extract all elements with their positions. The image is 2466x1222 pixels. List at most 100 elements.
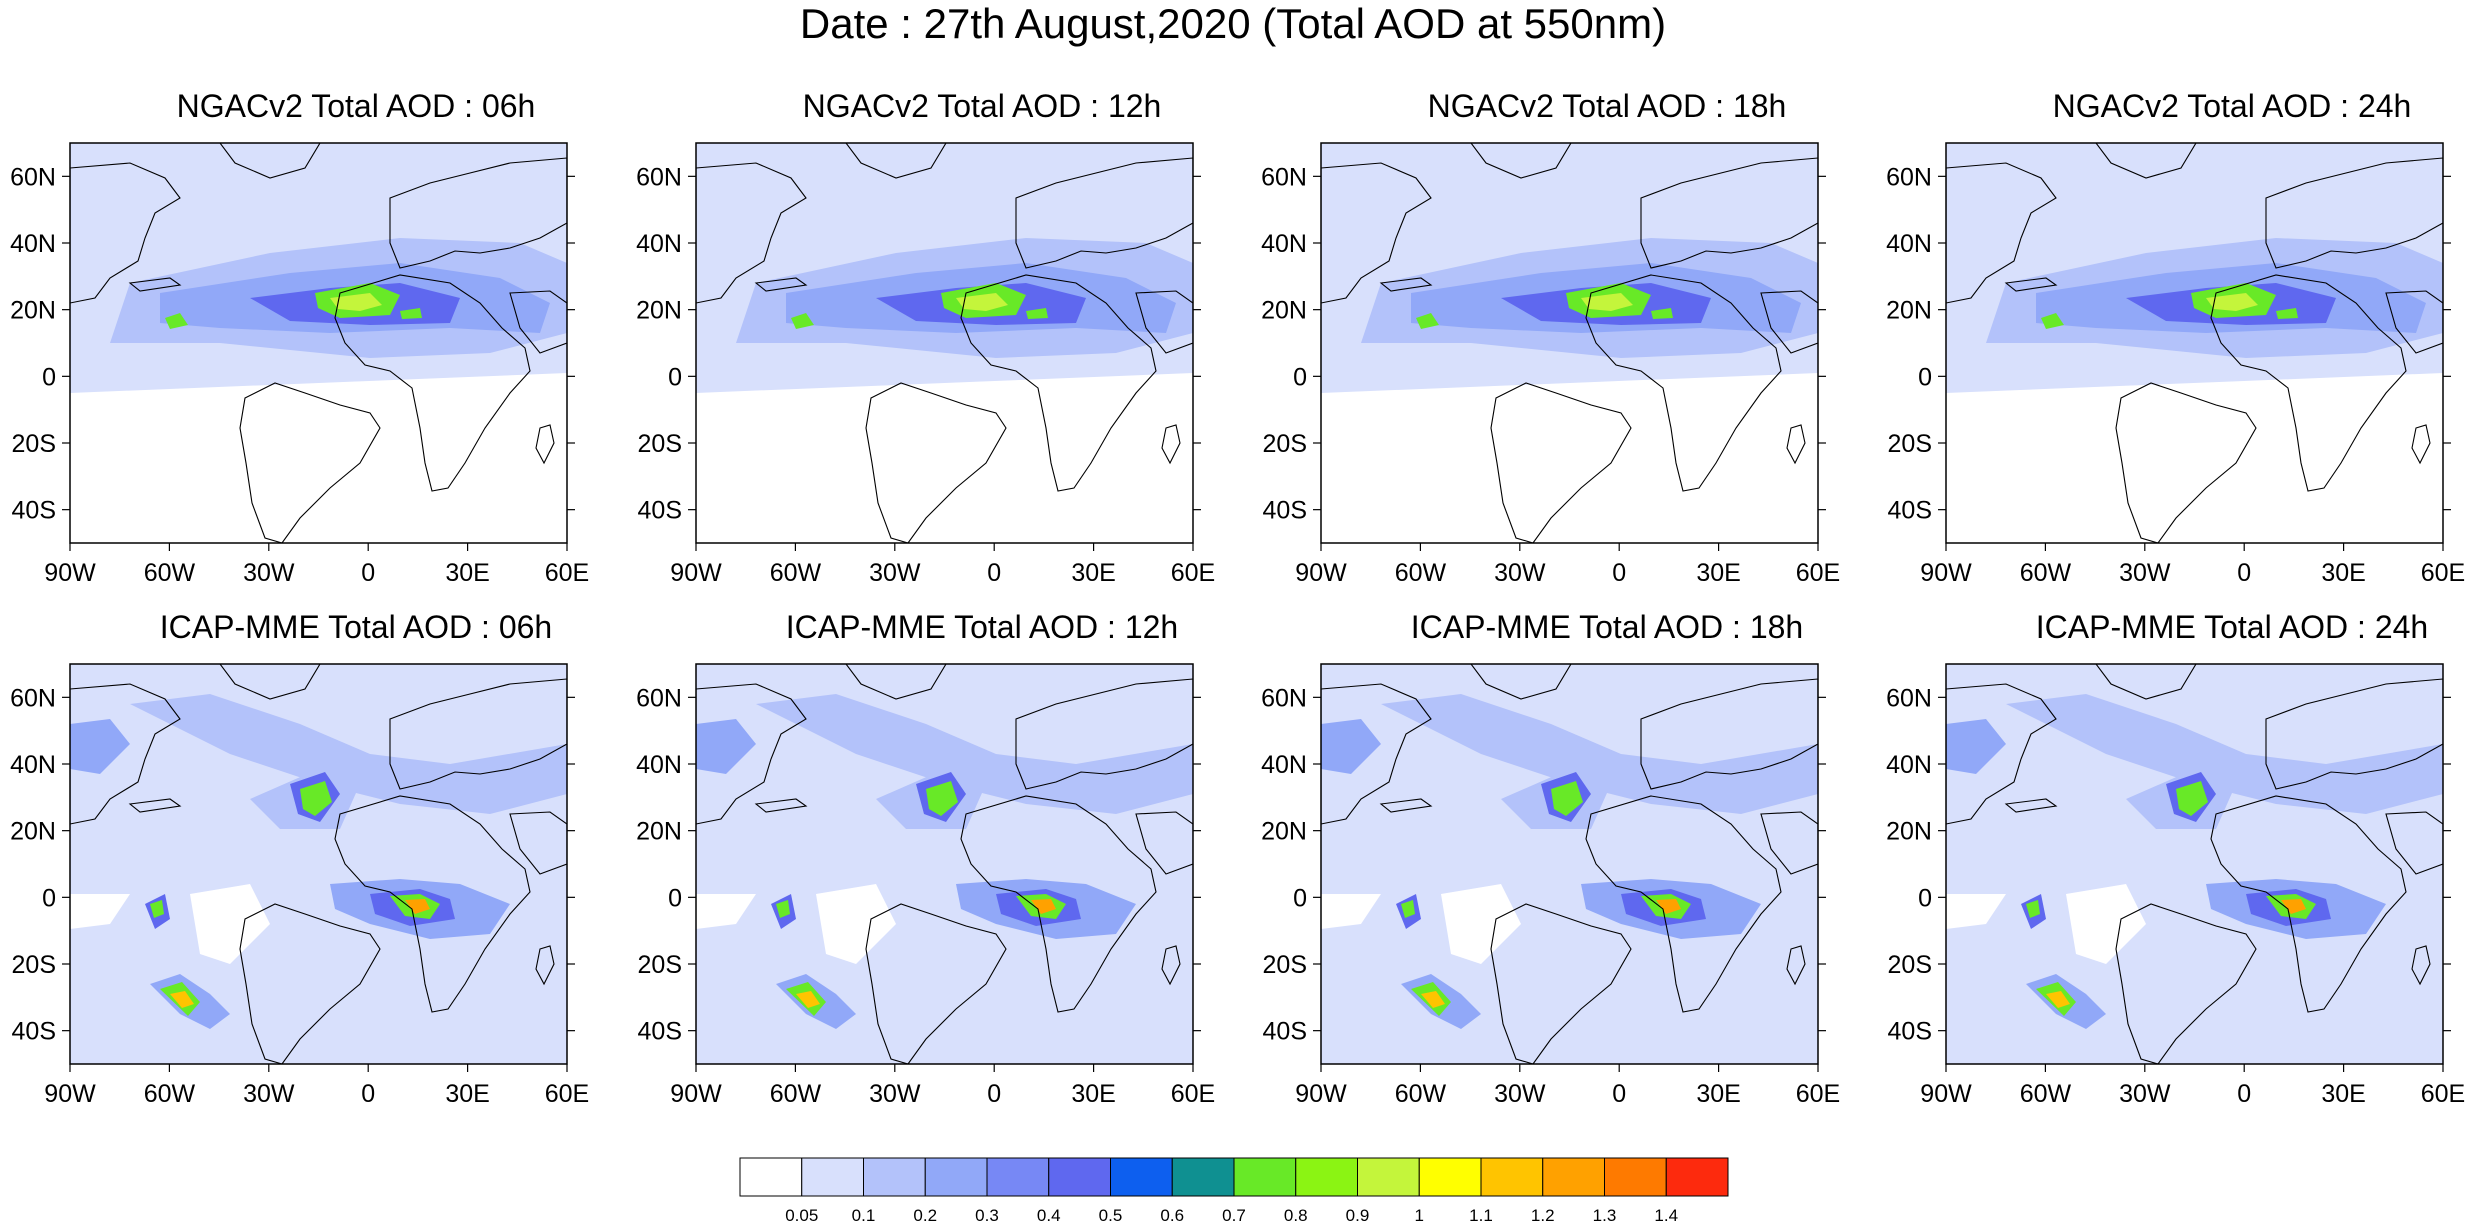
y-tick-label: 20S <box>1888 951 1932 979</box>
map-frame <box>69 142 568 544</box>
colorbar-label: 1.2 <box>1531 1206 1555 1222</box>
aod-plume <box>170 991 194 1008</box>
y-tick-label: 40S <box>638 497 682 525</box>
x-tick-label: 30E <box>445 1080 489 1108</box>
x-tick-label: 0 <box>1612 559 1626 587</box>
colorbar-swatch <box>1480 1157 1544 1197</box>
colorbar-svg: 0.05 0.1 0.2 0.3 0.4 0.5 0.6 0.7 0.8 0.9 1 1.1 1.2 1.… <box>739 1157 1729 1222</box>
x-tick-label: 60E <box>1171 559 1215 587</box>
colorbar-label: 0.2 <box>913 1206 937 1222</box>
greenland-coastline <box>845 664 947 700</box>
madagascar-coastline <box>1786 945 1806 986</box>
arabia-coastline <box>2385 290 2443 354</box>
greenland-coastline <box>2095 664 2197 700</box>
northAmerica-coastline <box>1321 683 1432 825</box>
map-frame <box>695 663 1194 1065</box>
aod-plume <box>405 899 430 914</box>
y-tick-label: 40S <box>1888 1018 1932 1046</box>
x-tick-label: 30E <box>1696 1080 1740 1108</box>
aod-map: 90W 60W 30W 0 30E 60E 60N 40N 20N 0 20S 40S <box>636 663 1215 1108</box>
aod-plume <box>1946 719 2006 774</box>
aod-plume <box>696 664 1193 1064</box>
aod-plume <box>1946 664 2443 1064</box>
arabia-coastline <box>2385 811 2443 875</box>
x-tick-label: 60E <box>2421 559 2465 587</box>
x-tick-label: 60W <box>144 559 196 587</box>
map-panel: NGACv2 Total AOD : 24h 90W 60W 30W 0 30E 60E 60… <box>1886 88 2466 608</box>
aod-plume <box>1321 719 1381 774</box>
cuba-coastline <box>2004 277 2058 292</box>
x-tick-label: 30W <box>1494 1080 1546 1108</box>
madagascar-coastline <box>1161 424 1181 465</box>
y-tick-label: 40N <box>10 230 56 258</box>
map-frame <box>1320 142 1819 544</box>
africa-coastline <box>2210 274 2407 492</box>
cuba-coastline <box>128 277 182 292</box>
colorbar-label: 1 <box>1415 1206 1424 1222</box>
colorbar-swatch <box>863 1157 926 1197</box>
x-tick-label: 0 <box>987 559 1001 587</box>
map-field: 90W 60W 30W 0 30E 60E 60N 40N 20N 0 20S 40S <box>636 142 1215 587</box>
x-tick-label: 60E <box>545 1080 589 1108</box>
x-tick-label: 30W <box>2119 1080 2171 1108</box>
aod-plume <box>1381 694 1818 814</box>
aod-plume <box>2176 781 2208 816</box>
aod-plume <box>696 894 756 929</box>
y-tick-label: 0 <box>42 884 56 912</box>
map-panel: ICAP-MME Total AOD : 12h 90W 60W 30W 0 30E 60E… <box>636 609 1292 1129</box>
africa-coastline <box>334 274 531 492</box>
map-panel: NGACv2 Total AOD : 06h 90W 60W 30W 0 30E 60E 60… <box>10 88 666 608</box>
aod-plume <box>1441 884 1521 964</box>
northAmerica-coastline <box>1946 162 2057 304</box>
y-tick-label: 20N <box>636 297 682 325</box>
x-tick-label: 90W <box>670 1080 722 1108</box>
y-tick-label: 20N <box>10 818 56 846</box>
greenland-coastline <box>2095 143 2197 179</box>
arabia-coastline <box>1135 811 1193 875</box>
aod-plume <box>70 719 130 774</box>
europe-coastline <box>1640 678 1818 790</box>
colorbar-label: 0.4 <box>1037 1206 1061 1222</box>
colorbar-label: 1.1 <box>1469 1206 1493 1222</box>
aod-plume <box>150 900 164 918</box>
africa-coastline <box>1585 795 1782 1013</box>
southAmerica-coastline <box>2115 903 2257 1064</box>
panel-title: NGACv2 Total AOD : 06h <box>176 88 536 124</box>
x-tick-label: 30E <box>1071 559 1115 587</box>
greenland-coastline <box>219 143 321 179</box>
greenland-coastline <box>1470 143 1572 179</box>
aod-plume <box>330 293 382 311</box>
y-tick-label: 20N <box>1886 297 1932 325</box>
y-tick-label: 20N <box>1261 818 1307 846</box>
aod-plume <box>2046 991 2070 1008</box>
y-tick-label: 60N <box>1886 684 1932 712</box>
aod-plume <box>130 694 567 814</box>
x-tick-label: 60E <box>1796 1080 1840 1108</box>
africa-coastline <box>960 795 1157 1013</box>
cuba-coastline <box>2004 798 2058 813</box>
colorbar-label: 0.5 <box>1099 1206 1123 1222</box>
map-panel: ICAP-MME Total AOD : 24h 90W 60W 30W 0 30E 60E… <box>1886 609 2466 1129</box>
southAmerica-coastline <box>2115 382 2257 543</box>
y-tick-label: 0 <box>1293 363 1307 391</box>
aod-plume <box>1421 991 1445 1008</box>
map-frame <box>695 142 1194 544</box>
aod-plume <box>956 293 1008 311</box>
y-tick-label: 0 <box>668 884 682 912</box>
map-frame <box>69 663 568 1065</box>
madagascar-coastline <box>535 945 555 986</box>
panel-title: NGACv2 Total AOD : 12h <box>802 88 1162 124</box>
map-panel: ICAP-MME Total AOD : 06h 90W 60W 30W 0 30E 60E… <box>10 609 666 1129</box>
y-tick-label: 60N <box>10 163 56 191</box>
y-tick-label: 60N <box>636 684 682 712</box>
aod-plume <box>1581 293 1633 311</box>
panel-title: ICAP-MME Total AOD : 24h <box>2035 609 2429 645</box>
europe-coastline <box>2265 157 2443 269</box>
x-tick-label: 90W <box>44 1080 96 1108</box>
africa-coastline <box>960 274 1157 492</box>
aod-plume <box>1651 308 1673 319</box>
colorbar-label: 0.1 <box>852 1206 876 1222</box>
aod-plume <box>70 373 567 543</box>
y-tick-label: 40S <box>12 1018 56 1046</box>
x-tick-label: 60E <box>545 559 589 587</box>
